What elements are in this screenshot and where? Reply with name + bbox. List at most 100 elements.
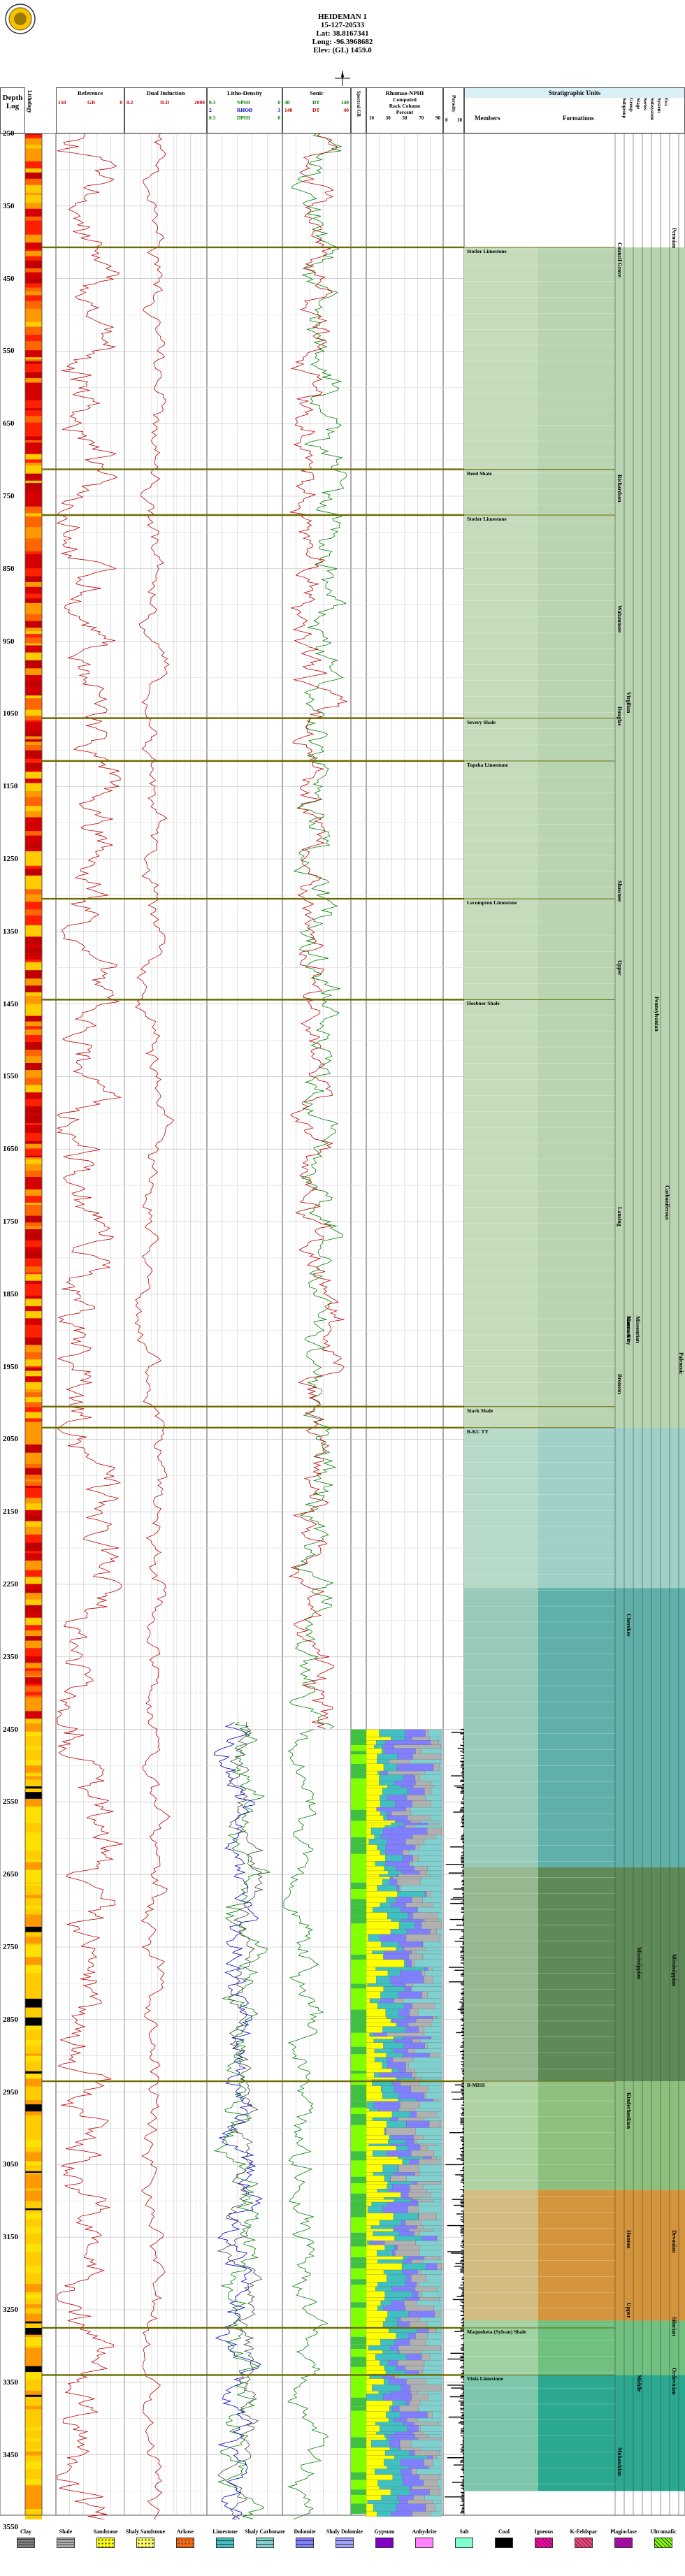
spectral-band <box>351 2125 366 2130</box>
rock-column-cell <box>411 2394 429 2401</box>
rock-column-cell <box>380 1991 398 1999</box>
rock-column-cell <box>399 2440 412 2448</box>
depth-label: 2550 <box>3 1797 18 1807</box>
rock-column-cell <box>414 2434 430 2438</box>
rock-column-cell <box>391 2391 411 2394</box>
lithology-band <box>25 1923 42 1927</box>
lithology-band <box>25 1735 42 1740</box>
rock-column-cell <box>406 2353 422 2361</box>
rock-column-cell <box>391 1811 412 1816</box>
stage-header: Stage <box>635 98 641 110</box>
rock-column-cell <box>410 2111 417 2118</box>
rock-column-cell <box>366 1970 389 1976</box>
rock-column-cell <box>366 2139 389 2144</box>
legend-label: Clay <box>20 2528 31 2535</box>
spectral-band <box>351 2377 366 2381</box>
rock-column-cell <box>405 1983 414 1987</box>
rock-column-cell <box>366 2156 398 2159</box>
rock-column-cell <box>387 2274 406 2282</box>
spectral-band <box>351 1783 366 1793</box>
rock-column-cell <box>389 2189 410 2193</box>
lithology-band <box>25 1295 42 1299</box>
rock-column-cell <box>432 2199 442 2203</box>
rock-column-cell <box>380 2300 392 2306</box>
lithology-band <box>25 1817 42 1823</box>
lithology-band <box>25 1560 42 1568</box>
depth-label: Depth <box>2 94 23 102</box>
lithology-band <box>25 576 42 583</box>
lithology-band <box>25 1860 42 1862</box>
lithology-band <box>25 1707 42 1712</box>
rock-column-cell <box>396 2023 399 2027</box>
member-label: B-MISS <box>467 2082 485 2089</box>
lithology-band <box>25 408 42 411</box>
lithology-band <box>25 1210 42 1217</box>
rock-column-cell <box>416 2282 419 2287</box>
lithology-band <box>25 716 42 721</box>
rock-column-cell <box>398 2156 424 2159</box>
lithology-band <box>25 216 42 222</box>
rock-column-cell <box>389 2440 401 2448</box>
rock-column-cell <box>411 2199 418 2203</box>
rock-column-cell <box>401 1906 418 1913</box>
rock-column-cell <box>410 2321 428 2329</box>
rock-column-cell <box>393 2213 419 2221</box>
rock-column-cell <box>424 1838 442 1845</box>
rock-column-cell <box>427 1828 442 1835</box>
lithology-band <box>25 480 42 484</box>
lithology-band <box>25 2173 42 2175</box>
rock-column-cell <box>433 1785 442 1788</box>
rock-column-cell <box>401 2468 412 2475</box>
lithology-band <box>25 1370 42 1377</box>
lithology-band <box>25 538 42 546</box>
lithology-band <box>25 2509 42 2512</box>
rock-column-cell <box>414 2231 420 2236</box>
spectral-band <box>351 2140 366 2152</box>
rock-column-cell <box>426 1891 431 1897</box>
rock-column-cell <box>366 2197 384 2200</box>
legend-item: Shaly Sandstone <box>125 2519 166 2548</box>
rock-column-cell <box>366 2263 403 2271</box>
rock-column-cell <box>408 2310 435 2318</box>
rock-column-cell <box>440 1753 442 1760</box>
spectral-band <box>351 2416 366 2425</box>
lithology-band <box>25 2299 42 2305</box>
depth-label: 1950 <box>3 1362 18 1371</box>
lithology-band <box>25 2345 42 2348</box>
lithology-band <box>25 428 42 437</box>
lithology-band <box>25 1759 42 1766</box>
lithology-band <box>25 919 42 926</box>
rock-column-cell <box>366 1815 384 1821</box>
rock-column-cell <box>425 2092 442 2099</box>
legend-item: Plagioclase <box>603 2519 644 2548</box>
rock-column-cell <box>439 2297 442 2301</box>
rock-column-cell <box>433 2150 442 2157</box>
rock-column-cell <box>366 2360 380 2366</box>
lithology-band <box>25 1702 42 1707</box>
ild-curve <box>134 133 175 2519</box>
rock-column-cell <box>382 2350 398 2354</box>
lithology-band <box>25 1630 42 1637</box>
lithology-band <box>25 483 42 491</box>
rock-column-cell <box>424 2495 442 2501</box>
rock-column-cell <box>366 2092 383 2099</box>
lithology-band <box>25 184 42 194</box>
legend-label: Plagioclase <box>610 2528 637 2535</box>
rock-column-cell <box>403 1946 405 1951</box>
rock-column-cell <box>384 2245 395 2250</box>
spectral-band <box>351 2336 366 2345</box>
rock-column-cell <box>366 2250 377 2257</box>
rock-column-cell <box>440 2474 442 2480</box>
depth-label: 350 <box>3 201 15 210</box>
lithology-band <box>25 335 42 342</box>
rock-column-cell <box>420 2425 442 2432</box>
rock-column-cell <box>421 1970 426 1976</box>
porosity-tick: 10 <box>457 117 462 123</box>
rock-column-cell <box>419 2172 442 2176</box>
lithology-band <box>25 1567 42 1571</box>
rock-column-cell <box>379 1795 387 1801</box>
rock-column-cell <box>421 2291 442 2298</box>
lithology-band <box>25 1034 42 1043</box>
spectral-band <box>351 2454 366 2457</box>
nphi-max: 0 <box>277 99 280 106</box>
